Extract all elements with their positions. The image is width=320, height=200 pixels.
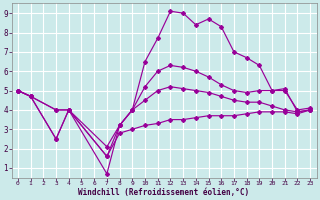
X-axis label: Windchill (Refroidissement éolien,°C): Windchill (Refroidissement éolien,°C) xyxy=(78,188,250,197)
